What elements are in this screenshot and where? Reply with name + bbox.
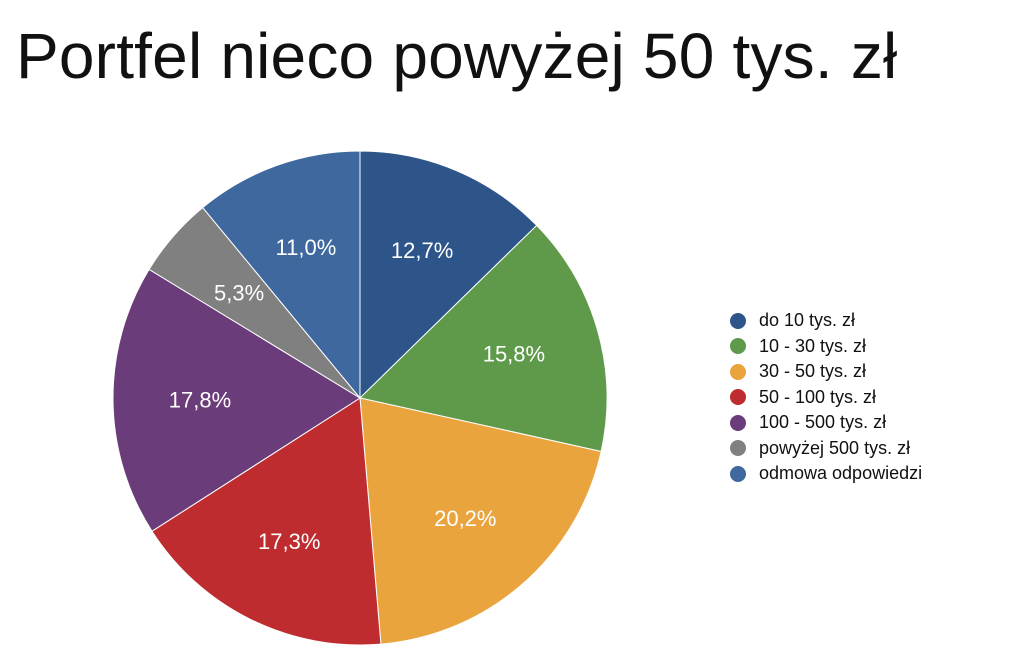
legend-label: powyżej 500 tys. zł <box>759 437 911 458</box>
pie-slice-7 <box>201 150 361 400</box>
legend-item: 10 - 30 tys. zł <box>730 334 922 360</box>
pie-slice-value-label: 15,8% <box>483 342 545 367</box>
pie-slice-value-label: 17,3% <box>258 529 320 554</box>
legend-label: 30 - 50 tys. zł <box>759 361 867 382</box>
legend-label: 50 - 100 tys. zł <box>759 386 877 407</box>
legend-item: odmowa odpowiedzi <box>730 461 922 487</box>
chart-title: Portfel nieco powyżej 50 tys. zł <box>16 20 898 92</box>
legend-label: 10 - 30 tys. zł <box>759 335 867 356</box>
legend: do 10 tys. zł 10 - 30 tys. zł 30 - 50 tys.… <box>730 308 922 487</box>
pie-slice-value-label: 20,2% <box>434 506 496 531</box>
pie-slice-labels: 12,7% 15,8% 20,2% 17,3% 17,8% 5,3% 11,0% <box>169 235 545 554</box>
legend-swatch <box>730 312 746 329</box>
legend-item: do 10 tys. zł <box>730 308 922 334</box>
pie-slice-value-label: 17,8% <box>169 387 231 412</box>
pie-slice-value-label: 5,3% <box>214 281 264 306</box>
legend-label: do 10 tys. zł <box>759 310 856 331</box>
pie-slice-2 <box>358 224 608 453</box>
legend-label: 100 - 500 tys. zł <box>759 412 887 433</box>
legend-item: 50 - 100 tys. zł <box>730 385 922 411</box>
legend-swatch <box>730 414 746 431</box>
pie-slice-4 <box>151 397 382 646</box>
pie-slice-3 <box>359 397 602 645</box>
pie-slice-5 <box>112 268 361 532</box>
legend-swatch <box>730 465 746 482</box>
legend-swatch <box>730 389 746 406</box>
pie-slice-value-label: 12,7% <box>391 238 453 263</box>
pie-slice-1 <box>359 150 538 400</box>
pie-slice-value-label: 11,0% <box>276 235 337 260</box>
legend-swatch <box>730 338 746 355</box>
legend-swatch <box>730 363 746 380</box>
legend-item: 100 - 500 tys. zł <box>730 410 922 436</box>
legend-swatch <box>730 440 746 457</box>
legend-item: powyżej 500 tys. zł <box>730 436 922 462</box>
legend-label: odmowa odpowiedzi <box>759 463 923 484</box>
legend-item: 30 - 50 tys. zł <box>730 359 922 385</box>
pie-slices <box>112 150 608 646</box>
